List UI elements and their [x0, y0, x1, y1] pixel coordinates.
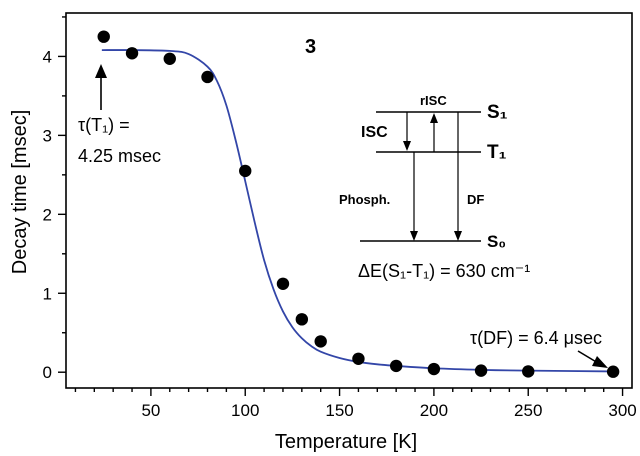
x-tick-labels: 50 100 150 200 250 300	[141, 401, 636, 420]
y-tick-label: 3	[43, 126, 52, 145]
x-tick-label: 100	[231, 401, 259, 420]
data-point	[474, 364, 488, 377]
y-tick-label: 0	[43, 363, 52, 382]
plot-frame	[65, 12, 633, 389]
y-tick-label: 1	[43, 284, 52, 303]
data-point	[97, 30, 110, 43]
isc-label: ISC	[361, 124, 388, 141]
data-point	[352, 352, 365, 365]
risc-arrowhead	[430, 113, 438, 123]
data-point	[427, 362, 441, 376]
data-point	[295, 313, 309, 326]
phosph-label: Phosph.	[339, 192, 390, 207]
s1-label: S₁	[487, 102, 508, 123]
risc-label: rISC	[420, 93, 447, 108]
y-tick-labels: 0 1 2 3 4	[43, 47, 52, 382]
compound-label: 3	[305, 36, 316, 58]
y-axis-title: Decay time [msec]	[9, 110, 31, 274]
data-point	[125, 47, 139, 60]
x-tick-label: 50	[141, 401, 160, 420]
s0-label: S₀	[487, 232, 506, 251]
x-tick-label: 250	[514, 401, 542, 420]
x-axis-title: Temperature [K]	[275, 431, 417, 453]
df-arrowhead	[454, 231, 462, 241]
energy-level-diagram: S₁ T₁ S₀ rISC ISC Phosph. DF ΔE(S₁-T₁) =…	[339, 93, 530, 281]
data-point	[389, 359, 403, 373]
data-point	[314, 335, 327, 348]
data-point	[522, 365, 535, 378]
data-points-layer	[97, 30, 620, 378]
y-tick-label: 4	[43, 47, 52, 66]
df-label: DF	[467, 192, 484, 207]
isc-arrowhead	[403, 141, 411, 151]
fit-curve	[101, 49, 614, 373]
tau-t1-line-1: τ(T₁) =	[78, 115, 130, 135]
data-point	[606, 365, 620, 378]
plot-border	[65, 12, 633, 389]
tau-t1-line-2: 4.25 msec	[78, 146, 161, 166]
energy-gap-label: ΔE(S₁-T₁) = 630 cm⁻¹	[358, 261, 530, 281]
x-tick-label: 150	[325, 401, 353, 420]
phosph-arrowhead	[410, 231, 418, 241]
tau-df-annotation: τ(DF) = 6.4 μsec	[470, 328, 608, 368]
data-point	[276, 277, 290, 290]
tau-t1-arrowhead	[95, 64, 107, 78]
fit-curve-layer	[101, 49, 614, 373]
x-tick-label: 200	[420, 401, 448, 420]
tau-df-arrowhead	[592, 356, 608, 368]
t1-label: T₁	[487, 142, 507, 163]
y-tick-label: 2	[43, 205, 52, 224]
tau-t1-annotation: τ(T₁) = 4.25 msec	[78, 64, 161, 166]
data-point	[239, 164, 252, 178]
data-point	[201, 70, 214, 84]
axis-ticks	[58, 16, 624, 396]
tau-df-label: τ(DF) = 6.4 μsec	[470, 328, 602, 348]
x-tick-label: 300	[608, 401, 636, 420]
data-point	[163, 52, 176, 65]
